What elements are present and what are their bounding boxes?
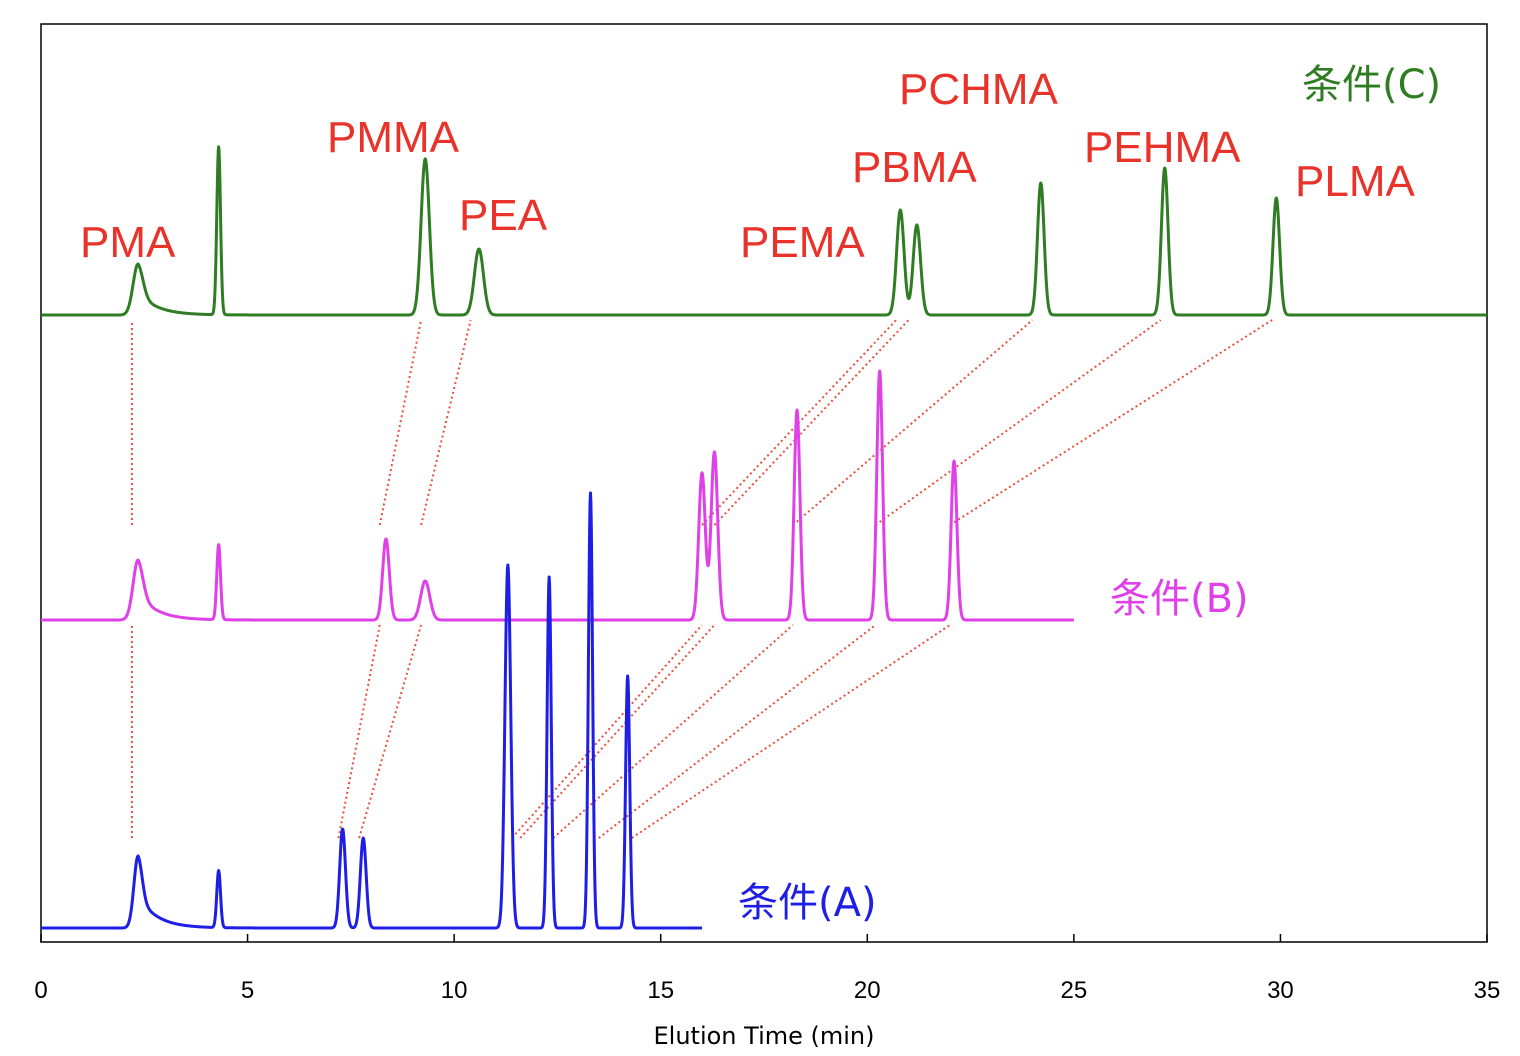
connector-lines bbox=[130, 319, 1273, 839]
peak-label-pema: PEMA bbox=[740, 218, 865, 267]
connector-line bbox=[420, 319, 472, 526]
x-tick-label: 25 bbox=[1061, 977, 1088, 1004]
connector-line bbox=[631, 624, 951, 839]
condition-label-c: 条件(C) bbox=[1302, 62, 1441, 108]
x-axis: 0 5 10 15 20 25 30 35 bbox=[34, 934, 1500, 1004]
peak-label-pea: PEA bbox=[459, 191, 548, 240]
trace-line bbox=[39, 369, 1075, 622]
x-axis-label: Elution Time (min) bbox=[654, 1022, 875, 1050]
connector-line bbox=[358, 624, 423, 839]
connector-line bbox=[337, 624, 381, 839]
connector-line bbox=[713, 319, 910, 526]
x-tick-label: 10 bbox=[441, 977, 468, 1004]
x-tick-label: 0 bbox=[34, 977, 47, 1004]
trace-line bbox=[39, 145, 1489, 317]
condition-label-b: 条件(B) bbox=[1110, 576, 1249, 622]
peak-label-pchma: PCHMA bbox=[899, 65, 1059, 114]
connector-line bbox=[598, 624, 877, 839]
connector-line bbox=[949, 319, 1273, 526]
trace-line bbox=[39, 491, 704, 930]
peak-label-pma: PMA bbox=[80, 218, 176, 267]
x-tick-label: 20 bbox=[854, 977, 881, 1004]
connector-line bbox=[378, 319, 423, 526]
x-tick-label: 30 bbox=[1267, 977, 1294, 1004]
peak-label-pehma: PEHMA bbox=[1084, 123, 1241, 172]
peak-label-pbma: PBMA bbox=[852, 143, 977, 192]
condition-label-a: 条件(A) bbox=[738, 880, 877, 926]
peak-label-plma: PLMA bbox=[1295, 157, 1415, 206]
x-tick-label: 15 bbox=[647, 977, 674, 1004]
traces bbox=[39, 145, 1489, 930]
connector-line bbox=[519, 624, 716, 839]
peak-label-pmma: PMMA bbox=[327, 113, 460, 162]
connector-line bbox=[874, 319, 1162, 526]
plot-frame bbox=[40, 23, 1488, 943]
x-tick-label: 5 bbox=[241, 977, 254, 1004]
x-tick-label: 35 bbox=[1474, 977, 1501, 1004]
connector-line bbox=[552, 624, 794, 839]
